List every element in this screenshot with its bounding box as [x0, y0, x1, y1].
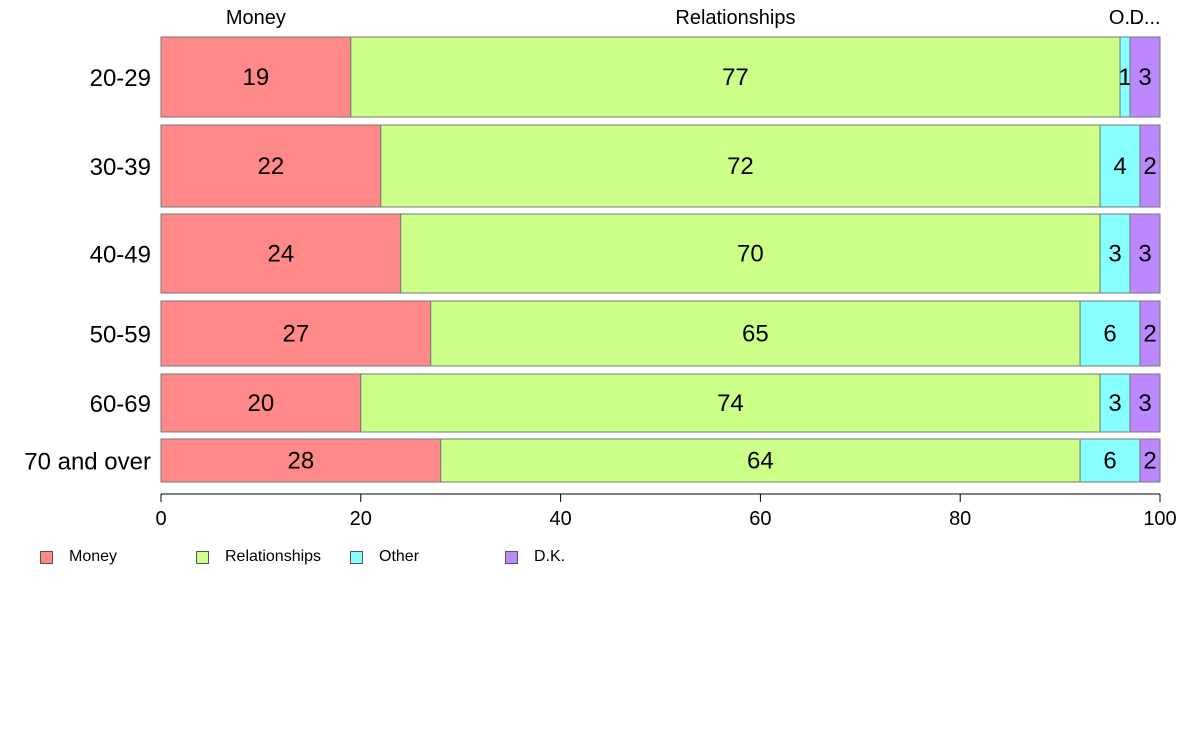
- value-label-money-20-29: 19: [243, 64, 270, 91]
- value-label-relationships-70-and-over: 64: [747, 448, 774, 475]
- bar-other-70-and-over: [1079, 438, 1141, 483]
- bar-money-70-and-over: [160, 438, 442, 483]
- value-label-relationships-20-29: 77: [722, 64, 749, 91]
- legend-swatch-relationships: [196, 550, 209, 564]
- legend-swatch-dk: [505, 550, 518, 564]
- legend-label-money: Money: [69, 548, 118, 565]
- value-label-money-30-39: 22: [258, 153, 285, 180]
- legend-swatch-money: [40, 550, 53, 564]
- category-label-20-29: 20-29: [90, 65, 151, 92]
- bar-other-60-69: [1099, 373, 1131, 433]
- top-label-money: Money: [226, 7, 286, 29]
- value-label-money-50-59: 27: [283, 321, 310, 348]
- category-label-40-49: 40-49: [90, 242, 151, 269]
- x-tick-label-0: 0: [155, 508, 166, 530]
- x-tick-label-40: 40: [549, 508, 571, 530]
- legend-item-relationships: Relationships: [196, 548, 321, 566]
- bar-d-k-60-69: [1129, 373, 1161, 433]
- category-label-30-39: 30-39: [90, 154, 151, 181]
- value-label-other-30-39: 4: [1113, 153, 1126, 180]
- bar-relationships-30-39: [380, 124, 1101, 208]
- top-label-other: O...: [1109, 7, 1141, 29]
- x-tick-label-60: 60: [749, 508, 771, 530]
- value-label-money-70-and-over: 28: [288, 448, 315, 475]
- legend-item-dk: D.K.: [505, 548, 565, 566]
- legend-item-other: Other: [350, 548, 419, 566]
- legend-item-money: Money: [40, 548, 117, 566]
- value-label-d-k-40-49: 3: [1138, 241, 1151, 268]
- value-label-d-k-50-59: 2: [1143, 321, 1156, 348]
- bar-money-50-59: [160, 300, 432, 367]
- bar-d-k-20-29: [1129, 36, 1161, 118]
- value-label-relationships-60-69: 74: [717, 390, 744, 417]
- category-label-60-69: 60-69: [90, 391, 151, 418]
- category-label-50-59: 50-59: [90, 322, 151, 349]
- legend-label-other: Other: [379, 548, 420, 565]
- value-label-relationships-40-49: 70: [737, 241, 764, 268]
- bar-other-40-49: [1099, 213, 1131, 294]
- value-label-relationships-30-39: 72: [727, 153, 754, 180]
- legend: Money Relationships Other D.K.: [40, 548, 640, 568]
- bar-relationships-60-69: [360, 373, 1101, 433]
- legend-label-dk: D.K.: [534, 548, 566, 565]
- value-label-other-60-69: 3: [1108, 390, 1121, 417]
- value-label-d-k-30-39: 2: [1143, 153, 1156, 180]
- value-label-d-k-20-29: 3: [1138, 64, 1151, 91]
- category-label-70-and-over: 70 and over: [24, 449, 151, 476]
- bar-d-k-40-49: [1129, 213, 1161, 294]
- bar-relationships-40-49: [400, 213, 1101, 294]
- x-tick-label-100: 100: [1143, 508, 1176, 530]
- bar-relationships-70-and-over: [440, 438, 1081, 483]
- value-label-d-k-60-69: 3: [1138, 390, 1151, 417]
- bar-money-60-69: [160, 373, 362, 433]
- value-label-d-k-70-and-over: 2: [1143, 448, 1156, 475]
- bar-d-k-30-39: [1139, 124, 1161, 208]
- value-label-other-20-29: 1: [1118, 64, 1131, 91]
- bar-other-50-59: [1079, 300, 1141, 367]
- top-label-relationships: Relationships: [675, 7, 795, 29]
- bar-relationships-50-59: [430, 300, 1081, 367]
- bar-other-30-39: [1099, 124, 1141, 208]
- bar-d-k-50-59: [1139, 300, 1161, 367]
- value-label-other-40-49: 3: [1108, 241, 1121, 268]
- bar-relationships-20-29: [350, 36, 1121, 118]
- legend-label-relationships: Relationships: [225, 548, 322, 565]
- legend-swatch-other: [350, 550, 363, 564]
- value-label-relationships-50-59: 65: [742, 321, 769, 348]
- value-label-other-50-59: 6: [1103, 321, 1116, 348]
- bar-money-30-39: [160, 124, 382, 208]
- value-label-other-70-and-over: 6: [1103, 448, 1116, 475]
- bar-money-40-49: [160, 213, 402, 294]
- x-tick-label-20: 20: [350, 508, 372, 530]
- top-label-d-k: D...: [1129, 7, 1160, 29]
- bar-d-k-70-and-over: [1139, 438, 1161, 483]
- value-label-money-60-69: 20: [248, 390, 275, 417]
- value-label-money-40-49: 24: [268, 241, 295, 268]
- x-tick-label-80: 80: [949, 508, 971, 530]
